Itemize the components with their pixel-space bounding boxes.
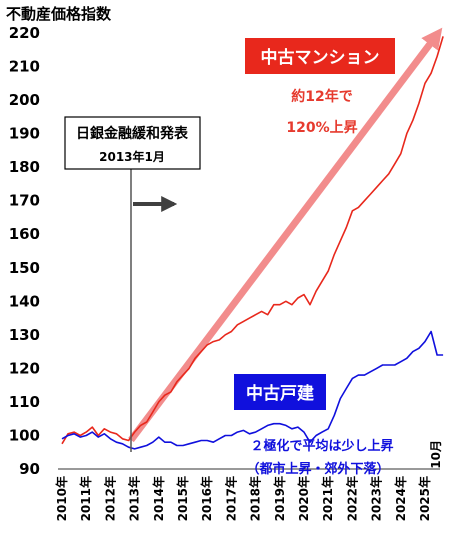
y-tick-label: 110 [9, 393, 40, 411]
y-tick-label: 120 [9, 359, 40, 377]
x-tick-label: 2010年 [54, 476, 69, 521]
x-tick-label: 2017年 [223, 476, 238, 521]
series-line-condo [61, 36, 444, 445]
trend-arrow [128, 27, 443, 443]
policy-announcement-box: 日銀金融緩和発表 2013年1月 [64, 116, 201, 170]
y-tick-label: 150 [9, 259, 40, 277]
x-tick-label: 2015年 [175, 476, 190, 521]
x-tick-label: 2016年 [199, 476, 214, 521]
x-tick-label: 2024年 [393, 476, 408, 521]
y-tick-label: 200 [9, 91, 40, 109]
chart-title: 不動産価格指数 [6, 5, 112, 23]
x-tick-label: 2011年 [78, 476, 93, 521]
condo-note-line2: 120%上昇 [286, 120, 357, 136]
x-axis: 2010年 2011年 2012年 2013年 2014年 2015年 2016年 2017年… [54, 440, 443, 521]
y-tick-label: 160 [9, 225, 40, 243]
x-tick-label: 2025年 [417, 476, 432, 521]
x-tick-label: 2019年 [272, 476, 287, 521]
policy-box-line1: 日銀金融緩和発表 [76, 125, 189, 142]
y-tick-label: 170 [9, 192, 40, 210]
x-tick-label: 2022年 [344, 476, 359, 521]
x-end-label: 10月 [429, 440, 443, 469]
house-note-line2: （都市上昇・郊外下落） [246, 461, 389, 477]
house-note-line1: ２極化で平均は少し上昇 [250, 438, 393, 454]
condo-series-label: 中古マンション [245, 38, 395, 74]
series-line-house [61, 330, 444, 450]
series-layer [61, 36, 444, 450]
house-label-text: 中古戸建 [246, 383, 314, 404]
y-tick-label: 140 [9, 292, 40, 310]
y-tick-label: 220 [9, 24, 40, 42]
y-tick-label: 190 [9, 125, 40, 143]
x-tick-label: 2018年 [248, 476, 263, 521]
policy-box-line2: 2013年1月 [99, 149, 165, 164]
x-tick-label: 2013年 [127, 476, 142, 521]
x-tick-label: 2020年 [296, 476, 311, 521]
y-tick-label: 100 [9, 426, 40, 444]
condo-note-line1: 約12年で [291, 88, 352, 105]
x-tick-label: 2021年 [320, 476, 335, 521]
y-axis: 90 100 110 120 130 140 150 160 170 180 190 200 210 22… [9, 24, 40, 478]
x-tick-label: 2014年 [151, 476, 166, 521]
condo-label-text: 中古マンション [261, 47, 380, 68]
y-tick-label: 130 [9, 326, 40, 344]
y-tick-label: 210 [9, 58, 40, 76]
x-tick-label: 2023年 [369, 476, 384, 521]
x-tick-label: 2012年 [102, 476, 117, 521]
house-series-label: 中古戸建 [234, 374, 326, 410]
y-tick-label: 180 [9, 158, 40, 176]
y-tick-label: 90 [19, 460, 40, 478]
